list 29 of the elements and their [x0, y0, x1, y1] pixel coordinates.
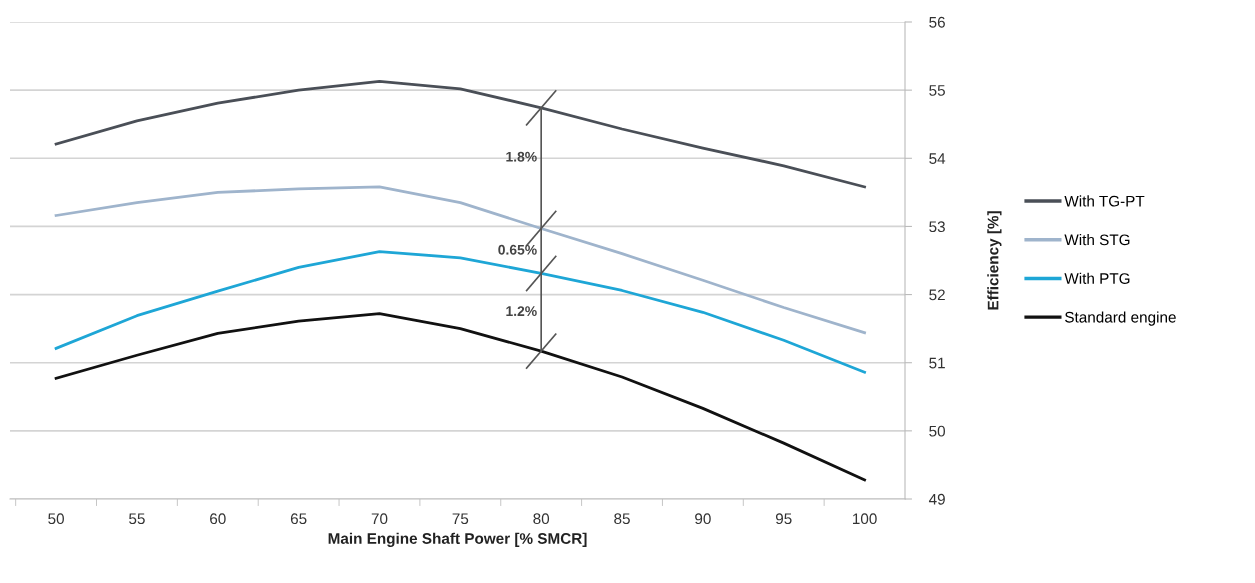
line-series [54, 185, 866, 335]
x-tick-label: 65 [290, 513, 307, 525]
y-axis-title: Efficiency [%] [987, 211, 1002, 310]
x-tick-label: 95 [775, 513, 792, 525]
x-axis-title: Main Engine Shaft Power [% SMCR] [328, 532, 587, 547]
x-tick-label: 50 [48, 513, 64, 525]
y-tick-label: 51 [929, 357, 945, 369]
legend-label: Standard engine [1065, 311, 1176, 326]
x-tick-label: 100 [853, 513, 877, 525]
x-tick-label: 60 [210, 513, 226, 525]
legend-label: With STG [1064, 234, 1130, 246]
x-tick-label: 70 [371, 513, 388, 525]
x-tick-label: 85 [614, 513, 630, 525]
x-tick-label: 90 [695, 513, 711, 525]
y-tick-label: 49 [928, 493, 945, 505]
annotation: 0.65% [498, 244, 537, 255]
y-tick-label: 52 [929, 289, 945, 301]
y-tick-label: 56 [929, 16, 945, 28]
y-tick-label: 50 [929, 425, 946, 437]
x-tick-label: 55 [129, 513, 145, 525]
y-tick-label: 53 [929, 221, 945, 233]
y-tick-label: 55 [929, 85, 945, 96]
y-tick-label: 54 [929, 153, 946, 164]
legend-label: With TG-PT [1064, 195, 1145, 207]
legend-label: With PTG [1064, 272, 1130, 284]
x-tick-label: 75 [452, 513, 469, 525]
x-tick-label: 80 [533, 513, 550, 525]
annotation: 1.8% [506, 151, 537, 162]
annotation: 1.2% [506, 306, 537, 316]
